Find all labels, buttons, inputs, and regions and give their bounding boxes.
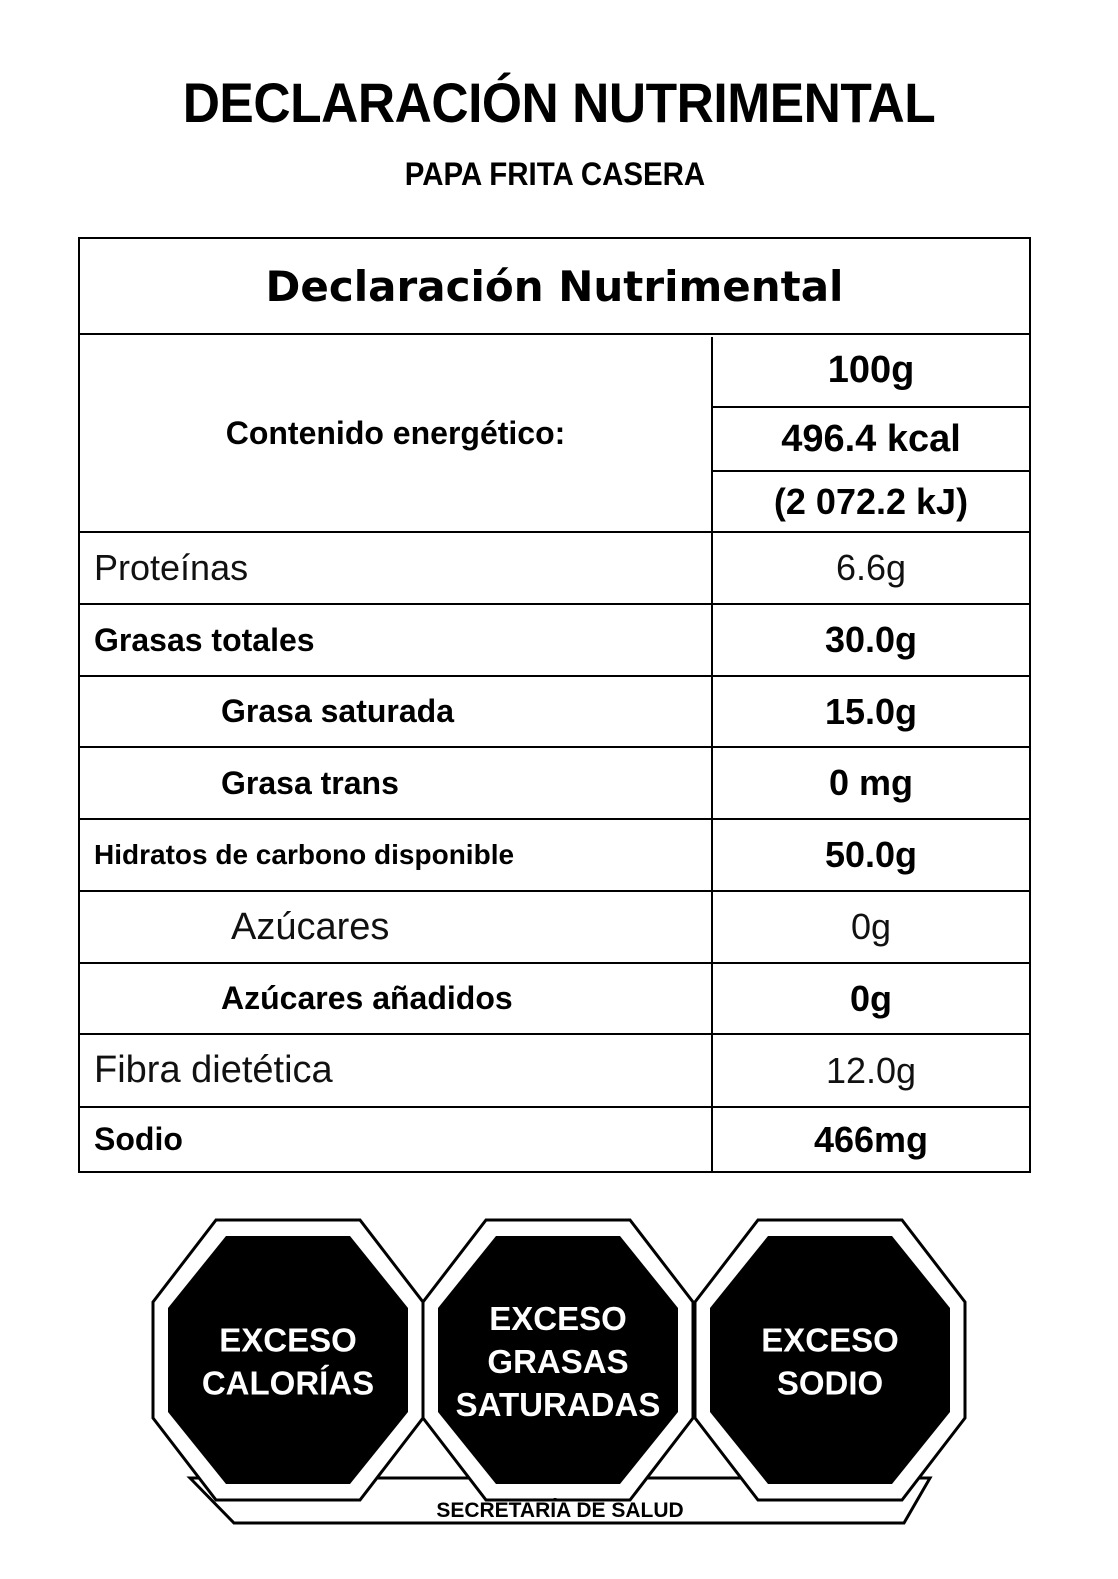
seal-footer: SECRETARÍA DE SALUD [436, 1499, 683, 1522]
seal-text: CALORÍAS [202, 1365, 374, 1402]
seal-text: EXCESO [489, 1300, 627, 1337]
row-label: Grasa trans [221, 764, 399, 801]
table-row: Azúcares añadidos 0g [80, 964, 1029, 1035]
seal-text: SODIO [777, 1365, 883, 1402]
table-row: Azúcares 0g [80, 892, 1029, 964]
row-value: 12.0g [825, 1049, 917, 1091]
row-value: 30.0g [824, 619, 918, 660]
portion-size: 100g [713, 335, 1029, 408]
seal-text: EXCESO [219, 1322, 357, 1359]
nutrition-table: Declaración Nutrimental Contenido energé… [78, 237, 1031, 1173]
row-label: Azúcares [231, 905, 390, 948]
seal-text: GRASAS [487, 1343, 628, 1380]
row-value: 15.0g [824, 690, 918, 732]
energy-kj: (2 072.2 kJ) [773, 480, 969, 522]
energy-kcal: 496.4 kcal [713, 408, 1029, 472]
page-title: DECLARACIÓN NUTRIMENTAL [182, 71, 936, 134]
row-label: Grasa saturada [221, 693, 455, 729]
seal-octagon [438, 1236, 678, 1484]
energy-bottom-border [80, 531, 1029, 533]
row-label: Fibra dietética [94, 1049, 333, 1091]
seal-exceso-calorias: EXCESO CALORÍAS [151, 1218, 425, 1502]
row-value: 6.6g [835, 547, 907, 588]
seal-octagon [710, 1236, 950, 1484]
row-value: 50.0g [824, 834, 918, 875]
table-row: Grasa trans 0 mg [80, 748, 1029, 820]
table-row: Grasa saturada 15.0g [80, 677, 1029, 748]
column-divider [711, 337, 713, 1171]
table-row: Sodio 466mg [80, 1108, 1029, 1171]
row-label: Azúcares añadidos [221, 980, 513, 1016]
seal-exceso-grasas-saturadas: EXCESO GRASAS SATURADAS [421, 1218, 695, 1502]
energy-label: Contenido energético: [225, 414, 566, 451]
row-label: Proteínas [94, 547, 249, 588]
row-label: Hidratos de carbono disponible [94, 839, 515, 870]
row-label: Sodio [94, 1121, 183, 1157]
row-value: 0g [849, 977, 892, 1019]
table-row: Fibra dietética 12.0g [80, 1035, 1029, 1108]
row-value: 0 mg [828, 762, 914, 803]
table-row: Hidratos de carbono disponible 50.0g [80, 820, 1029, 892]
seal-text: SATURADAS [456, 1386, 661, 1423]
row-label: Grasas totales [94, 621, 315, 658]
seal-octagon [168, 1236, 408, 1484]
row-value: 466mg [813, 1118, 929, 1160]
table-row: Grasas totales 30.0g [80, 605, 1029, 677]
product-name: PAPA FRITA CASERA [404, 156, 706, 192]
row-value: 0g [850, 906, 892, 947]
seal-exceso-sodio: EXCESO SODIO [693, 1218, 967, 1502]
table-heading: Declaración Nutrimental [80, 239, 1029, 335]
seal-text: EXCESO [761, 1322, 899, 1359]
table-row: Proteínas 6.6g [80, 533, 1029, 605]
